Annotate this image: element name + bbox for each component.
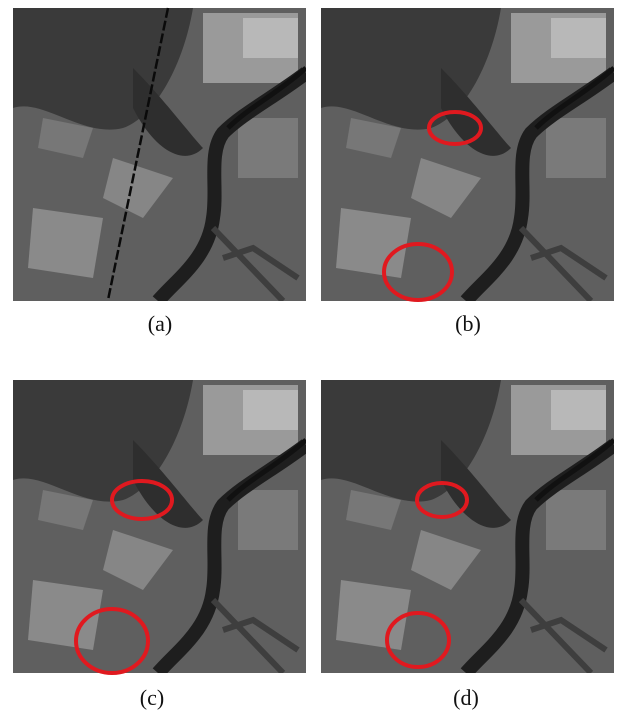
image: [321, 380, 614, 673]
caption: (c): [140, 685, 164, 710]
highlight: [385, 611, 451, 669]
stripe-artifact: [106, 7, 170, 301]
panel-c: (c): [13, 380, 306, 710]
highlight: [382, 242, 454, 302]
caption: (d): [453, 685, 479, 710]
image: [321, 8, 614, 301]
highlight: [110, 479, 174, 521]
panel-d: (d): [321, 380, 614, 710]
caption: (b): [455, 311, 481, 336]
highlight: [415, 481, 469, 519]
highlight: [427, 110, 483, 146]
panel-b: (b): [321, 8, 614, 336]
panel-a: (a): [13, 7, 306, 336]
caption: (a): [148, 311, 172, 336]
image: [13, 380, 306, 673]
highlight: [74, 607, 150, 675]
